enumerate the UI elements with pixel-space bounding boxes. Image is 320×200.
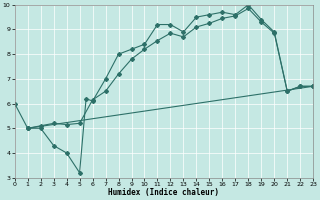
X-axis label: Humidex (Indice chaleur): Humidex (Indice chaleur) <box>108 188 220 197</box>
